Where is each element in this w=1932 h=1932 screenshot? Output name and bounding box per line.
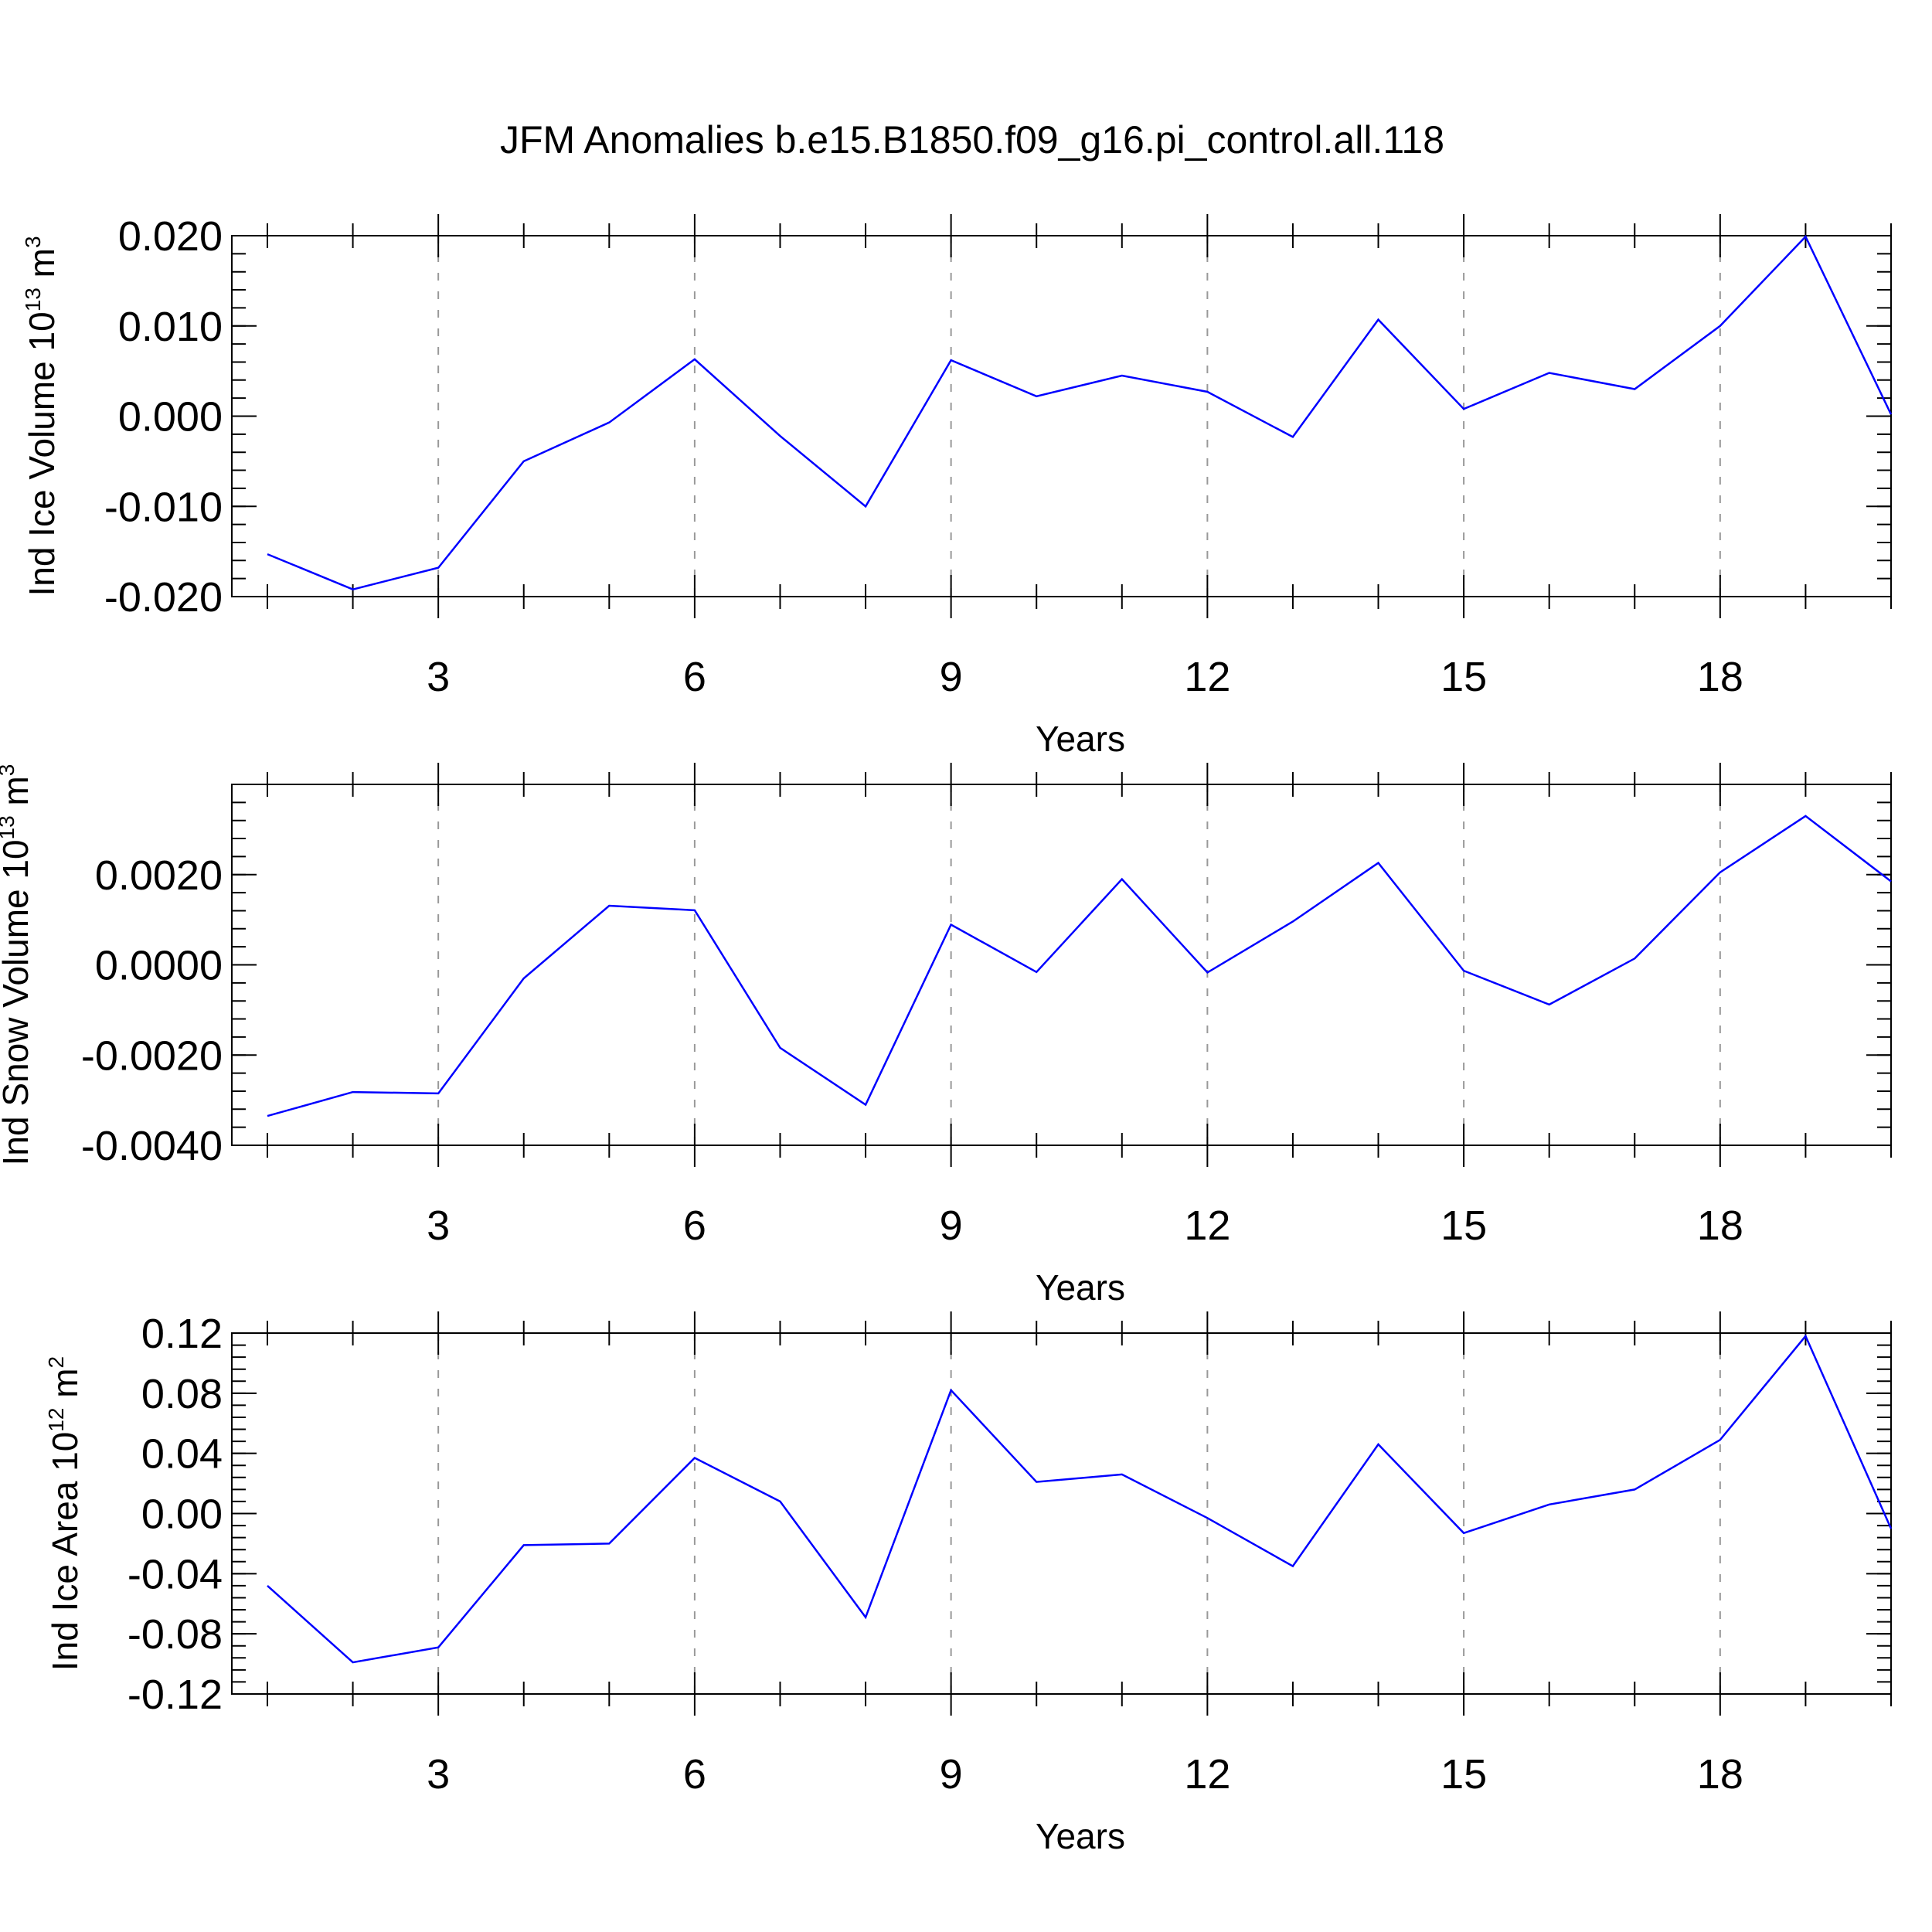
plot-frame: [231, 235, 1892, 597]
series-line: [267, 1334, 1893, 1664]
x-tick-label: 3: [427, 1202, 450, 1249]
x-tick-label: 6: [683, 654, 706, 700]
y-axis-label: Ind Snow Volume 1013 m3: [0, 764, 36, 1166]
x-tick-label: 9: [940, 1202, 963, 1249]
y-tick-label: 0.010: [118, 304, 223, 350]
series-line: [267, 815, 1892, 1117]
x-axis-label: Years: [1036, 1816, 1125, 1856]
x-tick-label: 12: [1184, 1202, 1230, 1249]
x-tick-label: 6: [683, 1202, 706, 1249]
y-tick-label: 0.04: [141, 1431, 223, 1478]
y-tick-label: 0.000: [118, 394, 223, 440]
y-tick-label: 0.0020: [95, 852, 223, 899]
plot-frame: [231, 1332, 1892, 1695]
y-tick-label: 0.08: [141, 1371, 223, 1417]
y-tick-label: -0.12: [128, 1672, 223, 1718]
panel-3: -0.12 -0.08 -0.04 0.00 0.04 0.08 0.12 3 6 9 12 15 18…: [44, 1311, 1893, 1856]
y-tick-label: 0.12: [141, 1311, 223, 1357]
y-tick-label: -0.0020: [81, 1032, 223, 1079]
x-axis-label: Years: [1036, 1267, 1125, 1308]
y-tick-label: -0.08: [128, 1611, 223, 1658]
x-tick-label: 9: [940, 654, 963, 700]
x-tick-label: 3: [427, 1751, 450, 1798]
x-tick-label: 15: [1440, 654, 1487, 700]
x-tick-label: 18: [1697, 1751, 1743, 1798]
panel-1: -0.020 -0.010 0.000 0.010 0.020 3 6 9 12 15 18 Year…: [21, 213, 1893, 759]
y-tick-label: 0.0000: [95, 943, 223, 989]
x-tick-label: 12: [1184, 654, 1230, 700]
y-tick-label: -0.0040: [81, 1123, 223, 1169]
y-axis-label: Ind Ice Volume 1013 m3: [21, 236, 62, 596]
y-axis-label: Ind Ice Area 1012 m2: [44, 1356, 85, 1671]
panel-2: -0.0040 -0.0020 0.0000 0.0020 3 6 9 12 15 18 Years…: [0, 763, 1892, 1308]
x-tick-label: 18: [1697, 1202, 1743, 1249]
x-tick-label: 6: [683, 1751, 706, 1798]
chart-title: JFM Anomalies b.e15.B1850.f09_g16.pi_con…: [500, 118, 1444, 162]
plot-frame: [231, 784, 1892, 1146]
y-tick-label: 0.00: [141, 1492, 223, 1538]
x-axis-label: Years: [1036, 719, 1125, 759]
x-tick-label: 9: [940, 1751, 963, 1798]
series-line: [267, 235, 1893, 591]
x-tick-label: 12: [1184, 1751, 1230, 1798]
x-tick-label: 15: [1440, 1751, 1487, 1798]
y-tick-label: -0.04: [128, 1551, 223, 1597]
y-tick-label: -0.020: [104, 574, 223, 621]
x-tick-label: 18: [1697, 654, 1743, 700]
x-tick-label: 3: [427, 654, 450, 700]
y-tick-label: 0.020: [118, 213, 223, 260]
x-tick-label: 15: [1440, 1202, 1487, 1249]
y-tick-label: -0.010: [104, 484, 223, 530]
